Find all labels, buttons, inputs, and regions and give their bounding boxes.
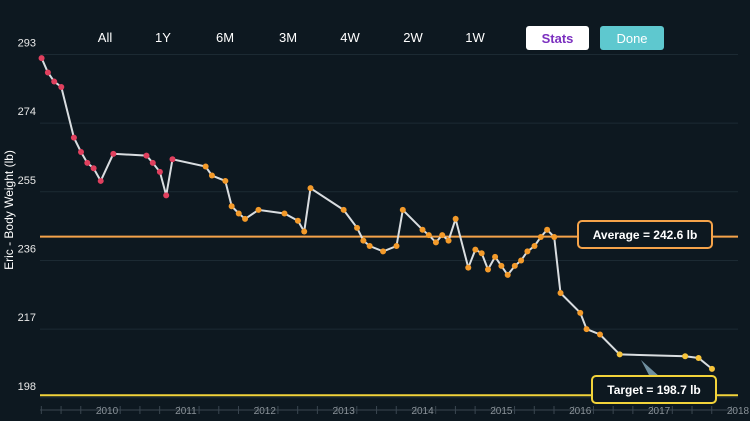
x-tick-label: 2016 <box>569 406 592 417</box>
data-point <box>492 253 499 260</box>
data-point <box>340 206 347 213</box>
data-point <box>281 210 288 217</box>
data-point <box>354 224 361 231</box>
y-tick-label: 198 <box>18 381 36 393</box>
y-tick-label: 293 <box>18 37 36 49</box>
target-label-box <box>591 375 717 404</box>
data-point <box>708 365 715 372</box>
data-point <box>682 353 689 360</box>
data-point <box>518 257 525 264</box>
data-point <box>393 242 400 249</box>
range-1y-button[interactable]: 1Y <box>155 30 171 45</box>
x-axis: 2010 2011 2012 2013 2014 2015 2016 2017 2018 <box>40 406 750 417</box>
data-point <box>544 226 551 233</box>
data-point <box>596 331 603 338</box>
data-point <box>78 149 85 156</box>
done-button[interactable]: Done <box>600 26 664 50</box>
data-point <box>432 239 439 246</box>
range-2w-button[interactable]: 2W <box>403 30 423 45</box>
data-point <box>202 163 209 170</box>
toolbar: All 1Y 6M 3M 4W 2W 1W Stats Done <box>0 0 750 56</box>
data-point <box>97 177 104 184</box>
y-axis-label: Eric - Body Weight (lb) <box>2 150 16 270</box>
data-point <box>307 185 314 192</box>
data-point <box>616 351 623 358</box>
data-point <box>228 203 235 210</box>
data-point <box>169 156 176 163</box>
stats-button[interactable]: Stats <box>526 26 589 50</box>
x-tick-label: 2011 <box>175 406 197 417</box>
data-point <box>537 233 544 240</box>
data-point <box>90 165 97 172</box>
data-point <box>143 152 150 159</box>
data-point <box>380 248 387 255</box>
data-points <box>38 55 715 372</box>
target-label: Target = 198.7 lb <box>607 383 701 397</box>
x-tick-label: 2014 <box>411 406 434 417</box>
data-point <box>58 83 65 90</box>
target-annotation: Target = 198.7 lb <box>591 360 717 404</box>
data-point <box>70 134 77 141</box>
x-tick-label: 2013 <box>333 406 356 417</box>
data-point <box>255 206 262 213</box>
y-tick-label: 274 <box>18 106 36 118</box>
data-point <box>156 168 163 175</box>
data-point <box>524 248 531 255</box>
range-6m-button[interactable]: 6M <box>215 30 235 45</box>
target-pointer <box>641 360 660 377</box>
data-point <box>557 289 564 296</box>
x-tick-label: 2015 <box>490 406 513 417</box>
data-point <box>452 215 459 222</box>
data-point <box>484 266 491 273</box>
data-point <box>301 228 308 235</box>
data-point <box>149 159 156 166</box>
x-tick-label: 2010 <box>96 406 119 417</box>
data-point <box>110 150 117 157</box>
data-point <box>51 78 58 85</box>
data-point <box>551 233 558 240</box>
data-point <box>445 237 452 244</box>
average-label: Average = 242.6 lb <box>593 228 698 242</box>
data-point <box>439 232 446 239</box>
data-point <box>399 206 406 213</box>
data-point <box>478 250 485 257</box>
data-point <box>695 355 702 362</box>
range-1w-button[interactable]: 1W <box>465 30 485 45</box>
data-point <box>366 242 373 249</box>
average-label-box <box>577 220 713 249</box>
y-tick-label: 255 <box>18 175 36 187</box>
x-tick-label: 2018 <box>727 406 750 417</box>
data-point <box>222 177 229 184</box>
data-point <box>38 55 45 62</box>
series-line <box>40 57 713 370</box>
x-tick-label: 2017 <box>648 406 671 417</box>
data-point <box>360 237 367 244</box>
data-point <box>235 210 242 217</box>
average-annotation: Average = 242.6 lb <box>577 220 713 249</box>
data-point <box>242 215 249 222</box>
data-point <box>531 242 538 249</box>
range-3m-button[interactable]: 3M <box>278 30 298 45</box>
data-point <box>498 262 505 269</box>
x-tick-label: 2012 <box>254 406 277 417</box>
range-4w-button[interactable]: 4W <box>340 30 360 45</box>
data-point <box>44 69 51 76</box>
range-all-button[interactable]: All <box>97 30 113 45</box>
data-point <box>465 264 472 271</box>
data-point <box>511 262 518 269</box>
y-tick-label: 236 <box>18 243 36 255</box>
data-point <box>504 271 511 278</box>
data-point <box>84 159 91 166</box>
data-point <box>577 309 584 316</box>
data-point <box>208 172 215 179</box>
data-point <box>425 232 432 239</box>
y-axis-ticks: 198 217 236 255 274 293 <box>18 37 36 392</box>
data-point <box>472 246 479 253</box>
data-point <box>294 217 301 224</box>
data-point <box>163 192 170 199</box>
data-point <box>419 226 426 233</box>
data-point <box>583 326 590 333</box>
y-tick-label: 217 <box>18 312 36 324</box>
